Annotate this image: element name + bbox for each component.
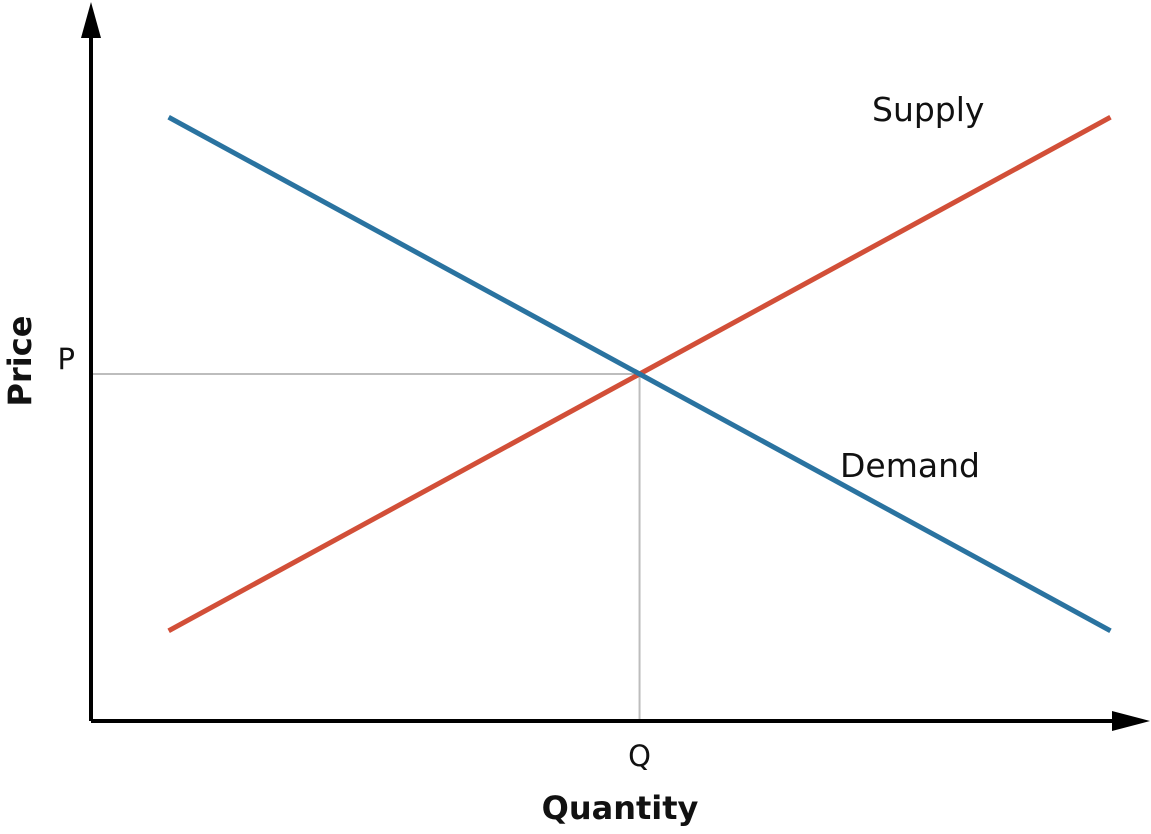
- demand-series-label: Demand: [840, 446, 980, 485]
- supply-series-label: Supply: [872, 90, 984, 129]
- x-axis-arrowhead: [1112, 711, 1150, 731]
- x-tick-label-q: Q: [628, 739, 651, 773]
- y-axis-arrowhead: [81, 2, 101, 38]
- y-tick-label-p: P: [58, 342, 76, 376]
- axes: [81, 2, 1150, 731]
- y-axis-title: Price: [1, 316, 39, 407]
- demand-curve: [167, 115, 1112, 633]
- x-axis-title: Quantity: [542, 789, 699, 827]
- equilibrium-guides: [93, 373, 641, 719]
- series-layer: [167, 115, 1112, 633]
